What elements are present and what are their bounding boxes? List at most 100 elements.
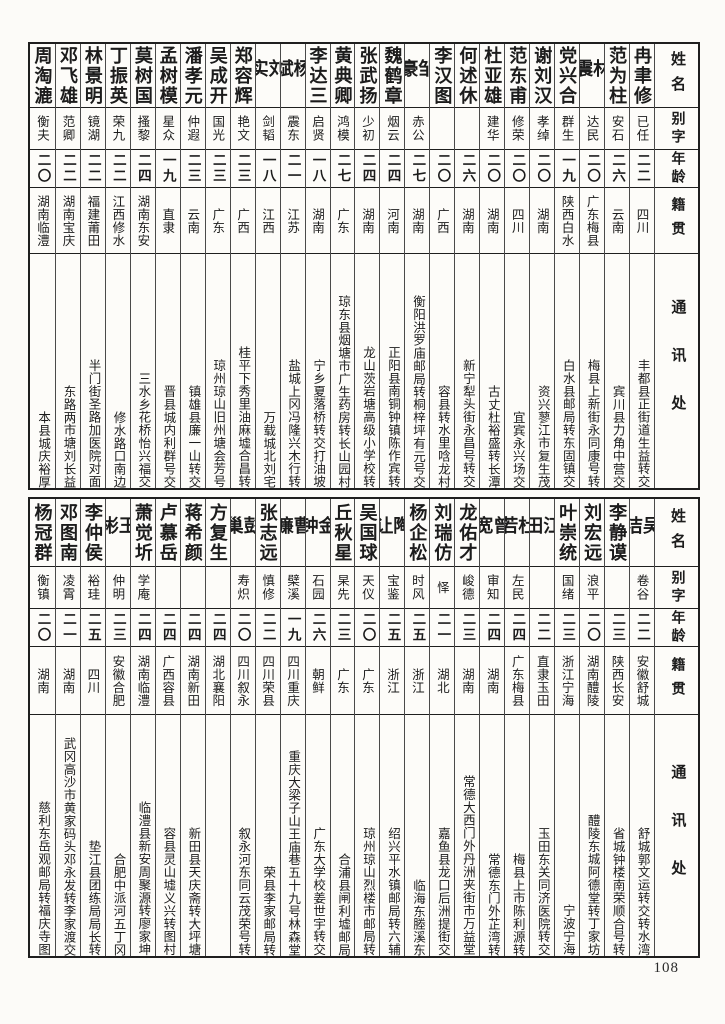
entry-address: 盐城上冈冯隆兴木行转	[286, 359, 301, 488]
entry-native-place-cell: 湖南	[55, 647, 80, 715]
entry-name: 杜亚雄	[482, 45, 503, 106]
entry-native-place-cell: 湖南醴陵	[580, 647, 605, 715]
entry-age: 二四	[360, 153, 376, 184]
entry-courtesy-name: 启贤	[310, 115, 325, 142]
column-header-courtesy-cell: 别字	[655, 567, 698, 609]
entry-address-cell: 容县灵山墟义兴转图村	[156, 715, 180, 956]
entry-age: 二四	[485, 612, 501, 643]
column-header-courtesy: 别字	[669, 569, 685, 606]
entry-address: 镇雄县廉一山转交	[186, 384, 201, 488]
entry-address-cell: 正阳县南铜钟镇陈作宾转	[380, 254, 404, 488]
entry-native-place: 湖南宝庆	[60, 194, 75, 247]
entry-native-place-cell: 湖南	[480, 188, 505, 254]
entry-native-place: 湖南	[409, 207, 424, 234]
entry-address: 半门街圣路加医院对面	[86, 359, 101, 488]
entry-native-place-cell: 广东	[205, 188, 230, 254]
entry-address: 重庆大梁子山王庙巷五十九号林森堂	[286, 749, 301, 956]
entry-courtesy-name-cell: 星众	[155, 108, 180, 150]
entry-age-cell: 二六	[455, 150, 480, 188]
entry-address-cell: 醴陵东城阿德堂转丁家坊	[580, 715, 604, 956]
entry-name-cell: 莫树国	[130, 44, 155, 108]
entry-age-cell: 二四	[355, 150, 380, 188]
entry-native-place: 湖南	[484, 667, 499, 694]
entry-native-place-cell: 直隶	[155, 188, 180, 254]
entry-address-cell: 玉田东关同济医院转交	[530, 715, 554, 956]
entry-age: 二〇	[235, 612, 251, 643]
entry-age: 一九	[560, 153, 576, 184]
entry-address: 玉田东关同济医院转交	[535, 827, 550, 956]
entry-courtesy-name: 杲先	[335, 574, 350, 601]
entry-address: 常德东门外芷湾转	[485, 852, 500, 956]
entry-address: 新田县天庆斋转大坪塘	[186, 827, 201, 956]
entry-address: 广东大学校姜世宇转交	[311, 827, 326, 956]
entry-address: 桂平下秀里油麻墟合昌转	[236, 346, 251, 488]
entry-address: 容县转水里唅龙村	[435, 384, 450, 488]
entry-age: 一九	[160, 153, 176, 184]
entry-address-cell: 宁波宁海	[555, 715, 579, 956]
entry-column: 杨斌 震东 二一 江苏 盐城上冈冯隆兴木行转	[279, 44, 305, 488]
entry-address: 本县城庆裕厚	[36, 410, 51, 488]
entry-name-cell: 刘实	[255, 44, 280, 108]
entry-age: 二〇	[485, 153, 501, 184]
entry-address-cell: 桂平下秀里油麻墟合昌转	[231, 254, 255, 488]
entry-courtesy-name: 星众	[160, 115, 175, 142]
entry-native-place: 湖南	[459, 207, 474, 234]
entry-age-cell: 二五	[380, 609, 405, 647]
entry-courtesy-name: 搔黎	[135, 115, 150, 142]
column-header-name-cell: 姓名	[655, 44, 698, 108]
entry-address: 三水乡花桥怡兴福交	[136, 371, 151, 488]
entry-age: 二一	[285, 153, 301, 184]
column-header-name: 姓名	[669, 507, 685, 558]
entry-name: 丘秋星	[332, 502, 353, 563]
entry-column: 邓飞雄 范卿 二二 湖南宝庆 东路两市塘刘长益	[54, 44, 80, 488]
entry-courtesy-name-cell: 群生	[555, 108, 580, 150]
entry-name-cell: 曹濂	[280, 499, 305, 567]
entry-courtesy-name: 衡镇	[35, 574, 49, 601]
entry-column: 李达三 启贤 一八 湖南 宁乡夏落桥转交打油坡	[304, 44, 330, 488]
entry-age-cell: 二七	[330, 150, 355, 188]
entry-name: 林景明	[82, 45, 103, 106]
entry-age: 二四	[135, 612, 151, 643]
entry-column: 党兴合 群生 一九 陕西白水 白水县邮局转东固镇交	[554, 44, 580, 488]
entry-native-place: 湖北	[434, 667, 449, 694]
column-header-native: 籍贯	[669, 656, 685, 705]
entry-courtesy-name-cell: 烟云	[380, 108, 405, 150]
entry-age: 二四	[185, 612, 201, 643]
entry-age-cell: 二二	[105, 150, 130, 188]
entry-native-place: 江苏	[285, 207, 300, 234]
entry-native-place: 四川	[85, 667, 100, 694]
entry-native-place-cell: 湖南临澧	[30, 188, 55, 254]
entry-courtesy-name-cell: 范卿	[55, 108, 80, 150]
entry-name: 曾宽	[480, 515, 505, 550]
entry-courtesy-name: 凌霄	[60, 574, 75, 601]
entry-courtesy-name-cell: 凌霄	[55, 567, 80, 609]
entry-address: 临海东塍溪东	[410, 878, 425, 956]
entry-address: 荣县李家邮局转	[261, 865, 276, 956]
entry-age-cell: 二三	[455, 609, 480, 647]
entry-age: 二二	[60, 153, 76, 184]
entry-courtesy-name: 剑韬	[260, 115, 275, 142]
entry-name-cell: 李静谟	[605, 499, 630, 567]
entry-native-place-cell: 广东	[355, 647, 380, 715]
entry-column: 邹豪 赤公 二七 湖南 衡阳洪罗庙邮局转桐梓坪有元号交	[404, 44, 430, 488]
entry-courtesy-name: 修荣	[509, 115, 524, 142]
entry-courtesy-name-cell	[530, 567, 555, 609]
entry-name: 李达三	[307, 45, 328, 106]
entry-address-cell: 东路两市塘刘长益	[56, 254, 80, 488]
entry-column: 丁振英 荣九 二二 江西修水 修水路口南边	[104, 44, 130, 488]
entry-native-place-cell: 四川	[505, 188, 530, 254]
entry-native-place: 陕西长安	[609, 654, 624, 707]
entry-name-cell: 曾宽	[480, 499, 505, 567]
entry-column: 郑容辉 艳文 二三 广西 桂平下秀里油麻墟合昌转	[229, 44, 255, 488]
column-header-name-cell: 姓名	[655, 499, 698, 567]
entry-name: 刘瑞仿	[432, 502, 453, 563]
entry-age-cell: 二四	[130, 609, 155, 647]
entry-address: 琼州琼山旧州塘会芳号	[211, 359, 226, 488]
entry-age-cell: 二五	[405, 609, 430, 647]
entry-age: 二四	[510, 612, 526, 643]
entry-courtesy-name: 慎修	[260, 574, 275, 601]
entry-column: 叶崇统 国绪 二三 浙江宁海 宁波宁海	[554, 499, 580, 956]
entry-native-place: 朝鲜	[310, 667, 325, 694]
entry-name: 刘实	[255, 58, 280, 93]
entry-column: 李静谟 二三 陕西长安 省城钟楼南荣顺合号转	[604, 499, 630, 956]
